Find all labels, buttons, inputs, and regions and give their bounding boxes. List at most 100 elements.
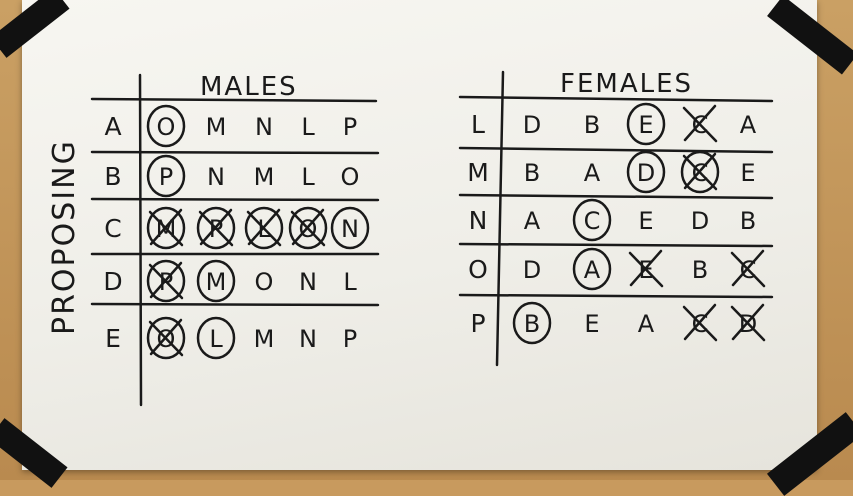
females-preference-letter: E	[740, 159, 755, 187]
males-preference-letter: N	[207, 163, 225, 191]
males-preference: L	[301, 113, 315, 141]
cross-mark	[290, 208, 326, 247]
cross-mark	[730, 249, 766, 288]
circle-mark	[572, 198, 612, 242]
females-row-name: O	[468, 255, 488, 284]
females-preference: B	[584, 111, 600, 139]
females-preference: D	[691, 207, 709, 235]
whiteboard-drawing: PROPOSING MALES A O M N L PB P N M L OC M P L O ND P M O N L…	[47, 69, 774, 407]
females-preference-letter: E	[638, 207, 653, 235]
females-preference-letter: C	[584, 207, 601, 235]
females-preference-letter: B	[524, 159, 540, 187]
males-row-name: D	[103, 267, 122, 296]
cross-mark	[628, 249, 664, 288]
females-preference: E	[628, 249, 664, 288]
males-preference: N	[207, 163, 225, 191]
females-preference-letter: A	[584, 159, 601, 187]
females-preference-letter: D	[691, 207, 709, 235]
females-preference: C	[680, 150, 720, 194]
males-preference: N	[330, 206, 370, 250]
males-row-name: A	[104, 112, 121, 141]
males-preference-letter: M	[254, 325, 275, 353]
females-preference-letter: A	[524, 207, 541, 235]
circle-mark	[146, 104, 186, 148]
females-preference-letter: B	[740, 207, 756, 235]
males-row-name: C	[104, 214, 121, 243]
males-row-name: B	[104, 162, 121, 191]
females-preference: A	[584, 159, 601, 187]
males-preference: L	[343, 268, 357, 296]
cross-mark	[148, 208, 184, 247]
females-preference-letter: A	[740, 111, 757, 139]
circle-mark	[330, 206, 370, 250]
females-preference: D	[523, 111, 541, 139]
circle-mark	[146, 316, 186, 360]
females-preference: B	[524, 159, 540, 187]
females-preference-letter: A	[638, 310, 655, 338]
cross-mark	[198, 208, 234, 247]
males-preference: N	[255, 113, 273, 141]
females-preference-letter: E	[584, 310, 599, 338]
males-preference: M	[206, 113, 227, 141]
females-preference-letter: E	[638, 111, 653, 139]
females-preference: D	[523, 256, 541, 284]
females-preference-letter: D	[637, 159, 655, 187]
females-row-name: L	[471, 110, 485, 139]
males-title: MALES	[200, 72, 298, 102]
cross-mark	[682, 303, 718, 342]
males-preference-letter: L	[301, 113, 315, 141]
circle-mark	[680, 150, 720, 194]
males-preference-letter: L	[343, 268, 357, 296]
males-preference: P	[196, 206, 236, 250]
females-preference: C	[682, 104, 718, 143]
circle-mark	[146, 154, 186, 198]
males-preference: O	[255, 268, 274, 296]
males-preference: L	[196, 316, 236, 360]
circle-mark	[196, 259, 236, 303]
circle-mark	[146, 206, 186, 250]
females-preference-letter: D	[523, 256, 541, 284]
females-row-name: M	[467, 158, 489, 187]
males-preference-letter: O	[157, 113, 176, 141]
males-preference: L	[301, 163, 315, 191]
circle-mark	[146, 259, 186, 303]
cross-mark	[148, 318, 184, 357]
males-preference-letter: O	[255, 268, 274, 296]
females-preference-letter: D	[523, 111, 541, 139]
males-preference-letter: P	[343, 113, 357, 141]
cross-mark	[148, 261, 184, 300]
females-title: FEMALES	[560, 69, 693, 99]
females-preference: A	[572, 247, 612, 291]
females-preference: E	[626, 102, 666, 146]
females-preference-letter: A	[584, 256, 601, 284]
circle-mark	[512, 301, 552, 345]
males-preference: M	[196, 259, 236, 303]
males-preference-letter: O	[341, 163, 360, 191]
females-preference: A	[638, 310, 655, 338]
cross-mark	[730, 303, 766, 342]
males-preference: N	[299, 268, 317, 296]
males-preference-letter: P	[343, 325, 357, 353]
females-preference-letter: B	[524, 310, 540, 338]
males-preference: L	[244, 206, 284, 250]
males-preference-letter: M	[206, 113, 227, 141]
males-preference-letter: M	[254, 163, 275, 191]
females-row-name: P	[470, 309, 485, 338]
males-preference-letter: M	[206, 268, 227, 296]
circle-mark	[244, 206, 284, 250]
males-table: MALES A O M N L PB P N M L OC M P L O ND P M O N LE O L M N P	[90, 72, 380, 407]
females-preference: E	[584, 310, 599, 338]
cross-mark	[682, 152, 718, 191]
males-preference: P	[146, 259, 186, 303]
males-preference: O	[341, 163, 360, 191]
females-preference: C	[682, 303, 718, 342]
females-preference-letter: B	[692, 256, 708, 284]
females-preference: B	[740, 207, 756, 235]
